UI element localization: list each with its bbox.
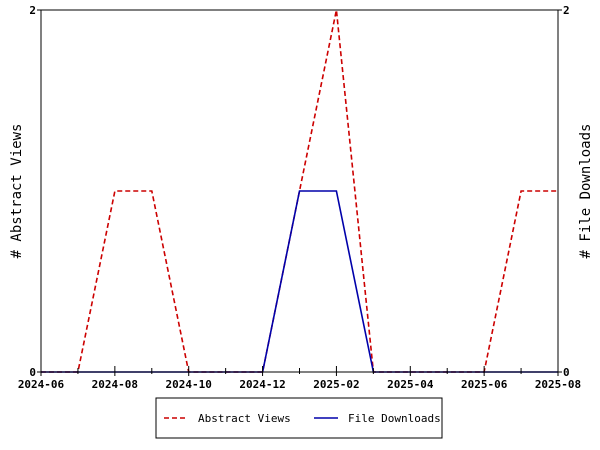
y-right-tick-label: 2 [563, 4, 570, 17]
y-right-tick-label: 0 [563, 366, 570, 379]
x-tick-label: 2025-08 [535, 378, 581, 391]
series-line-file-downloads [41, 190, 558, 373]
x-tick-label: 2024-08 [92, 378, 138, 391]
x-tick-label: 2025-04 [387, 378, 434, 391]
legend-box [155, 397, 443, 439]
y-left-tick-label: 0 [29, 366, 36, 379]
x-tick-label: 2024-12 [239, 378, 285, 391]
legend-label: Abstract Views [198, 412, 291, 425]
x-tick-label: 2025-06 [461, 378, 508, 391]
legend-label: File Downloads [348, 412, 441, 425]
x-tick-label: 2024-06 [18, 378, 65, 391]
x-tick-label: 2024-10 [166, 378, 212, 391]
y-left-axis-title: # Abstract Views [9, 124, 25, 259]
x-tick-label: 2025-02 [313, 378, 359, 391]
y-right-axis-title: # File Downloads [578, 124, 594, 259]
y-left-tick-label: 2 [29, 4, 36, 17]
